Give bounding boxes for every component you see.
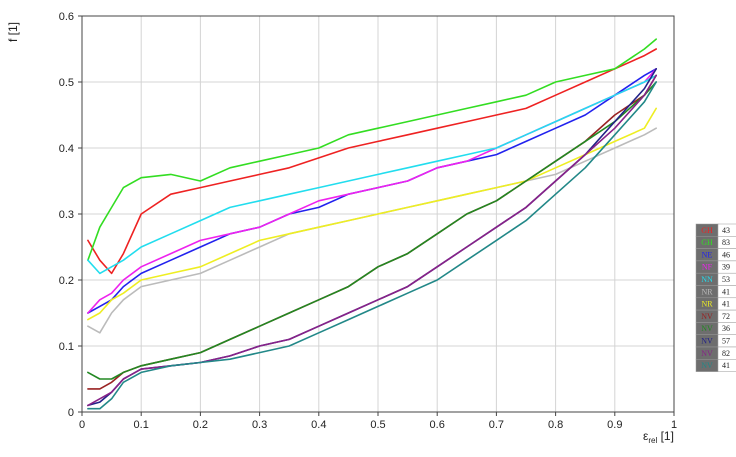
series-line-nn-53 — [87, 74, 658, 275]
series-line-gh-43 — [87, 48, 658, 275]
legend-series-count: 53 — [722, 275, 730, 284]
x-tick-label: 0.7 — [489, 419, 504, 431]
legend-series-name: NR — [701, 287, 713, 296]
legend-series-count: 72 — [722, 312, 730, 321]
legend-count-cell — [717, 359, 736, 372]
series-line-nr-41 — [87, 107, 658, 321]
legend-series-name: NE — [702, 250, 713, 259]
x-tick-label: 0 — [79, 419, 85, 431]
legend-series-count: 36 — [722, 324, 730, 333]
series-lines — [87, 38, 658, 410]
x-tick-label: 0.3 — [252, 419, 267, 431]
y-tick-label: 0.3 — [59, 209, 74, 221]
axis-ticks: 0 0.1 0.2 0.3 0.4 0.5 0.6 0.7 0.8 0.9 1 0 0.1 0.2 0.3 0… — [59, 11, 677, 431]
legend-series-count: 43 — [722, 226, 730, 235]
y-tick-label: 0.2 — [59, 275, 74, 287]
x-tick-label: 0.6 — [430, 419, 445, 431]
x-axis-label-unit: [1] — [657, 429, 674, 443]
x-tick-label: 0.9 — [607, 419, 622, 431]
legend-series-count: 83 — [722, 238, 730, 247]
legend-series-name: NV — [701, 361, 713, 370]
legend-series-name: NV — [701, 349, 713, 358]
series-line-nv-41 — [87, 81, 658, 410]
y-tick-label: 0 — [68, 407, 74, 419]
x-axis-label-sub: rel — [648, 436, 657, 445]
legend-series-count: 57 — [722, 337, 730, 346]
legend-series-count: 41 — [722, 361, 730, 370]
y-tick-label: 0.1 — [59, 341, 74, 353]
series-line-nv-36 — [87, 81, 658, 380]
series-line-gh-83 — [87, 38, 658, 262]
x-axis-label-main: ε — [643, 429, 649, 443]
legend-series-name: GH — [701, 226, 713, 235]
x-tick-label: 0.2 — [193, 419, 208, 431]
y-tick-label: 0.6 — [59, 11, 74, 23]
legend-series-name: GH — [701, 238, 713, 247]
legend-series-name: NV — [701, 324, 713, 333]
legend-series-name: NN — [701, 275, 713, 284]
x-tick-label: 0.4 — [311, 419, 326, 431]
legend-series-name: NF — [702, 263, 713, 272]
x-tick-label: 0.8 — [548, 419, 563, 431]
series-line-nv-82 — [87, 74, 658, 407]
legend-series-name: NV — [701, 312, 713, 321]
x-tick-label: 1 — [671, 419, 677, 431]
x-axis-label: εrel [1] — [643, 429, 674, 445]
y-axis-label: f [1] — [6, 22, 20, 42]
y-tick-label: 0.5 — [59, 77, 74, 89]
legend-series-count: 41 — [722, 300, 730, 309]
legend-series-name: NR — [701, 300, 713, 309]
x-tick-label: 0.1 — [134, 419, 149, 431]
legend-series-name: NV — [701, 337, 713, 346]
legend-series-count: 39 — [722, 263, 730, 272]
legend-series-count: 82 — [722, 349, 730, 358]
x-tick-label: 0.5 — [370, 419, 385, 431]
legend: GH 43 GH 83 NE 46 NF 39 NN 53 NR 41 NR 41 NV 72 NV 36 NV 57… — [695, 223, 736, 372]
legend-series-count: 46 — [722, 250, 730, 259]
legend-series-count: 41 — [722, 287, 730, 296]
y-tick-label: 0.4 — [59, 143, 74, 155]
